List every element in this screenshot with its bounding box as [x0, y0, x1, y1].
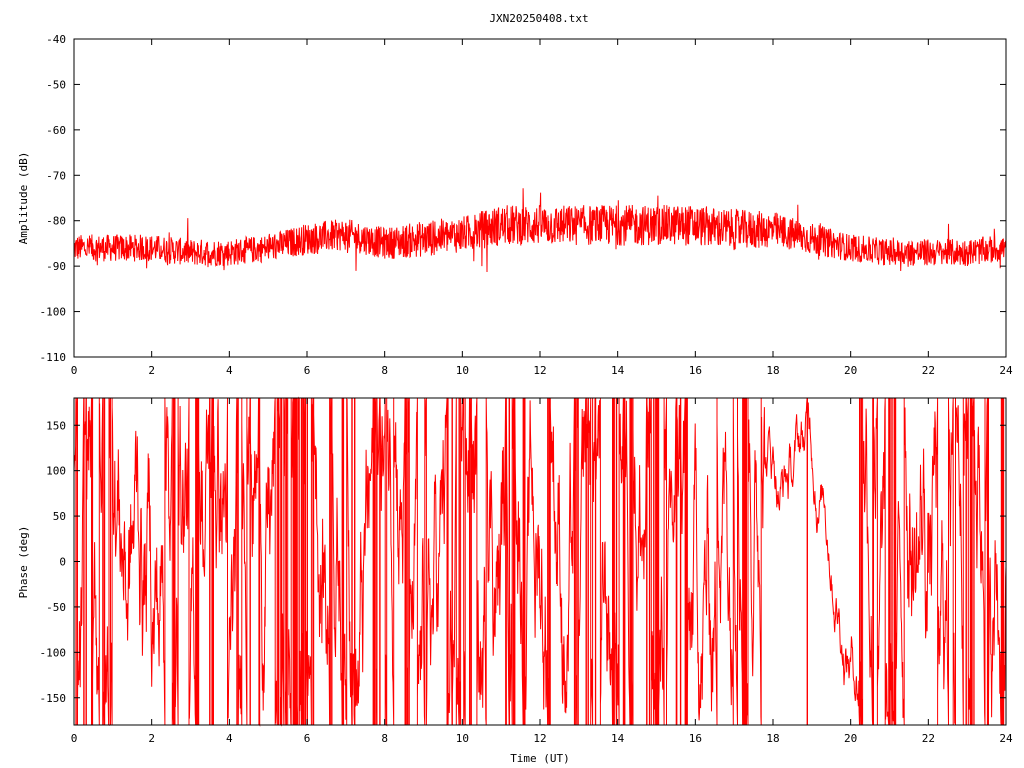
amplitude-x-tick-label: 18 [766, 364, 779, 377]
amplitude-x-tick-label: 12 [533, 364, 546, 377]
phase-y-tick-label: -50 [46, 601, 66, 614]
phase-y-tick-label: 100 [46, 465, 66, 478]
amplitude-x-tick-label: 16 [689, 364, 702, 377]
phase-y-tick-label: -100 [40, 646, 67, 659]
phase-y-tick-label: 0 [59, 556, 66, 569]
amplitude-x-tick-label: 4 [226, 364, 233, 377]
amplitude-y-tick-label: -90 [46, 260, 66, 273]
phase-x-tick-label: 24 [999, 732, 1013, 745]
amplitude-x-tick-label: 10 [456, 364, 469, 377]
phase-y-tick-label: 50 [53, 510, 66, 523]
phase-y-tick-label: 150 [46, 419, 66, 432]
amplitude-series-line [73, 188, 1007, 273]
phase-x-tick-label: 20 [844, 732, 857, 745]
amplitude-y-axis-label: Amplitude (dB) [17, 152, 30, 245]
amplitude-series [73, 188, 1007, 273]
amplitude-x-tick-label: 0 [71, 364, 78, 377]
phase-y-axis-label: Phase (deg) [17, 526, 30, 599]
amplitude-x-tick-label: 20 [844, 364, 857, 377]
phase-x-tick-label: 2 [148, 732, 155, 745]
phase-x-axis-label: Time (UT) [510, 752, 570, 765]
chart-title: JXN20250408.txt [489, 12, 588, 25]
amplitude-x-tick-label: 8 [381, 364, 388, 377]
phase-x-tick-label: 22 [922, 732, 935, 745]
amplitude-x-tick-label: 24 [999, 364, 1013, 377]
phase-y-tick-label: -150 [40, 692, 67, 705]
amplitude-y-tick-label: -110 [40, 351, 67, 364]
phase-series [73, 396, 1007, 727]
phase-x-tick-label: 12 [533, 732, 546, 745]
phase-x-tick-label: 4 [226, 732, 233, 745]
amplitude-x-ticks: 0 2 4 6 8 10 12 14 16 18 20 22 24 [71, 39, 1013, 377]
amplitude-y-tick-label: -70 [46, 169, 66, 182]
phase-x-tick-label: 6 [304, 732, 311, 745]
phase-x-tick-label: 8 [381, 732, 388, 745]
amplitude-y-tick-label: -80 [46, 215, 66, 228]
amplitude-y-tick-label: -40 [46, 33, 66, 46]
amplitude-x-tick-label: 14 [611, 364, 625, 377]
phase-x-ticks: 0 2 4 6 8 10 12 14 16 18 20 22 24 [71, 398, 1013, 745]
amplitude-panel: -40-50-60-70-80-90-100-110 0 2 4 6 8 10 12 14 16… [17, 33, 1013, 377]
amplitude-x-tick-label: 2 [148, 364, 155, 377]
phase-x-tick-label: 10 [456, 732, 469, 745]
amplitude-x-tick-label: 6 [304, 364, 311, 377]
amplitude-y-tick-label: -100 [40, 306, 67, 319]
amplitude-y-tick-label: -50 [46, 78, 66, 91]
phase-x-tick-label: 18 [766, 732, 779, 745]
amplitude-x-tick-label: 22 [922, 364, 935, 377]
phase-x-tick-label: 16 [689, 732, 702, 745]
amplitude-y-tick-label: -60 [46, 124, 66, 137]
phase-series-line [73, 396, 1007, 727]
amplitude-y-ticks: -40 -50 -60 -70 -80 -90 -100 -110 [40, 33, 1006, 364]
phase-x-tick-label: 14 [611, 732, 625, 745]
phase-x-tick-label: 0 [71, 732, 78, 745]
phase-y-ticks: 150 100 50 0 -50 -100 -150 [40, 419, 1006, 705]
